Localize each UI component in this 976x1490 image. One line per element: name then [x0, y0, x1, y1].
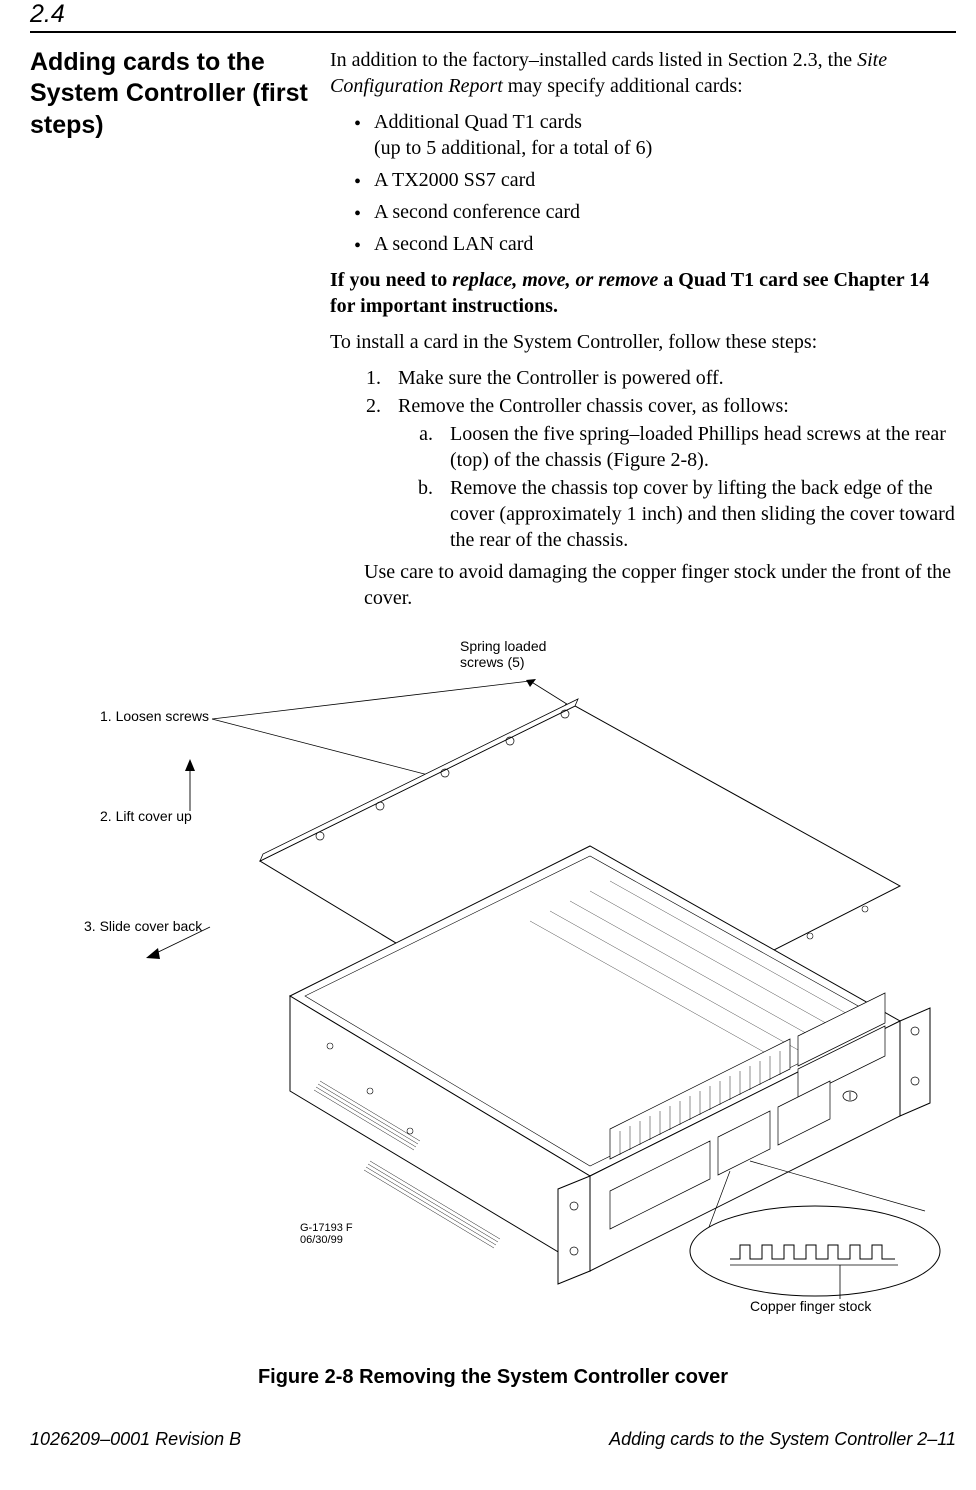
intro-text-1: In addition to the factory–installed car…: [330, 49, 857, 71]
intro-text-2: may specify additional cards:: [503, 75, 743, 97]
step-1: Make sure the Controller is powered off.: [386, 365, 956, 391]
step-2-text: Remove the Controller chassis cover, as …: [398, 395, 789, 417]
callout-line: [750, 1161, 925, 1211]
label-ref2: 06/30/99: [300, 1234, 343, 1246]
step-2b: Remove the chassis top cover by lifting …: [438, 475, 956, 553]
install-intro: To install a card in the System Controll…: [330, 329, 956, 355]
label-step3: 3. Slide cover back: [84, 918, 203, 934]
bullet-item-2: A TX2000 SS7 card: [354, 167, 956, 193]
bullet-1-line1: Additional Quad T1 cards: [374, 111, 582, 133]
leader-line: [530, 681, 570, 706]
page: 2.4 Adding cards to the System Controlle…: [0, 0, 976, 1490]
magnifier: [690, 1206, 940, 1296]
left-column: Adding cards to the System Controller (f…: [30, 47, 330, 141]
step-2: Remove the Controller chassis cover, as …: [386, 393, 956, 553]
label-step1: 1. Loosen screws: [100, 708, 209, 724]
bullet-item-4: A second LAN card: [354, 231, 956, 257]
intro-paragraph: In addition to the factory–installed car…: [330, 47, 956, 99]
footer-right: Adding cards to the System Controller 2–…: [609, 1429, 956, 1450]
bullets-list: Additional Quad T1 cards (up to 5 additi…: [330, 109, 956, 257]
warn-1: If you need to: [330, 269, 452, 291]
steps-list: Make sure the Controller is powered off.…: [330, 365, 956, 553]
arrowhead: [185, 759, 195, 771]
warning-paragraph: If you need to replace, move, or remove …: [330, 267, 956, 319]
step-2a: Loosen the five spring–loaded Phillips h…: [438, 421, 956, 473]
figure-wrap: Spring loaded screws (5) 1. Loosen screw…: [30, 631, 956, 1389]
warn-italic: replace, move, or remove: [452, 269, 658, 291]
divider: [30, 31, 956, 33]
label-copper: Copper finger stock: [750, 1298, 872, 1314]
label-step2: 2. Lift cover up: [100, 808, 192, 824]
bullet-item-1: Additional Quad T1 cards (up to 5 additi…: [354, 109, 956, 161]
right-column: In addition to the factory–installed car…: [330, 47, 956, 621]
section-number: 2.4: [30, 0, 956, 29]
figure-caption: Figure 2-8 Removing the System Controlle…: [30, 1366, 956, 1389]
label-spring-1: Spring loaded: [460, 638, 546, 654]
footer: 1026209–0001 Revision B Adding cards to …: [30, 1429, 956, 1460]
care-note: Use care to avoid damaging the copper fi…: [330, 559, 956, 611]
section-title: Adding cards to the System Controller (f…: [30, 47, 310, 141]
leader-line: [212, 681, 530, 719]
substeps: Loosen the five spring–loaded Phillips h…: [398, 421, 956, 553]
footer-left: 1026209–0001 Revision B: [30, 1429, 241, 1450]
bullet-1-line2: (up to 5 additional, for a total of 6): [374, 137, 652, 159]
figure-svg: Spring loaded screws (5) 1. Loosen screw…: [30, 631, 950, 1351]
bullet-item-3: A second conference card: [354, 199, 956, 225]
arrowhead: [146, 948, 160, 959]
label-ref1: G-17193 F: [300, 1222, 353, 1234]
label-spring-2: screws (5): [460, 654, 525, 670]
content: Adding cards to the System Controller (f…: [30, 47, 956, 621]
arrowhead: [526, 679, 536, 687]
